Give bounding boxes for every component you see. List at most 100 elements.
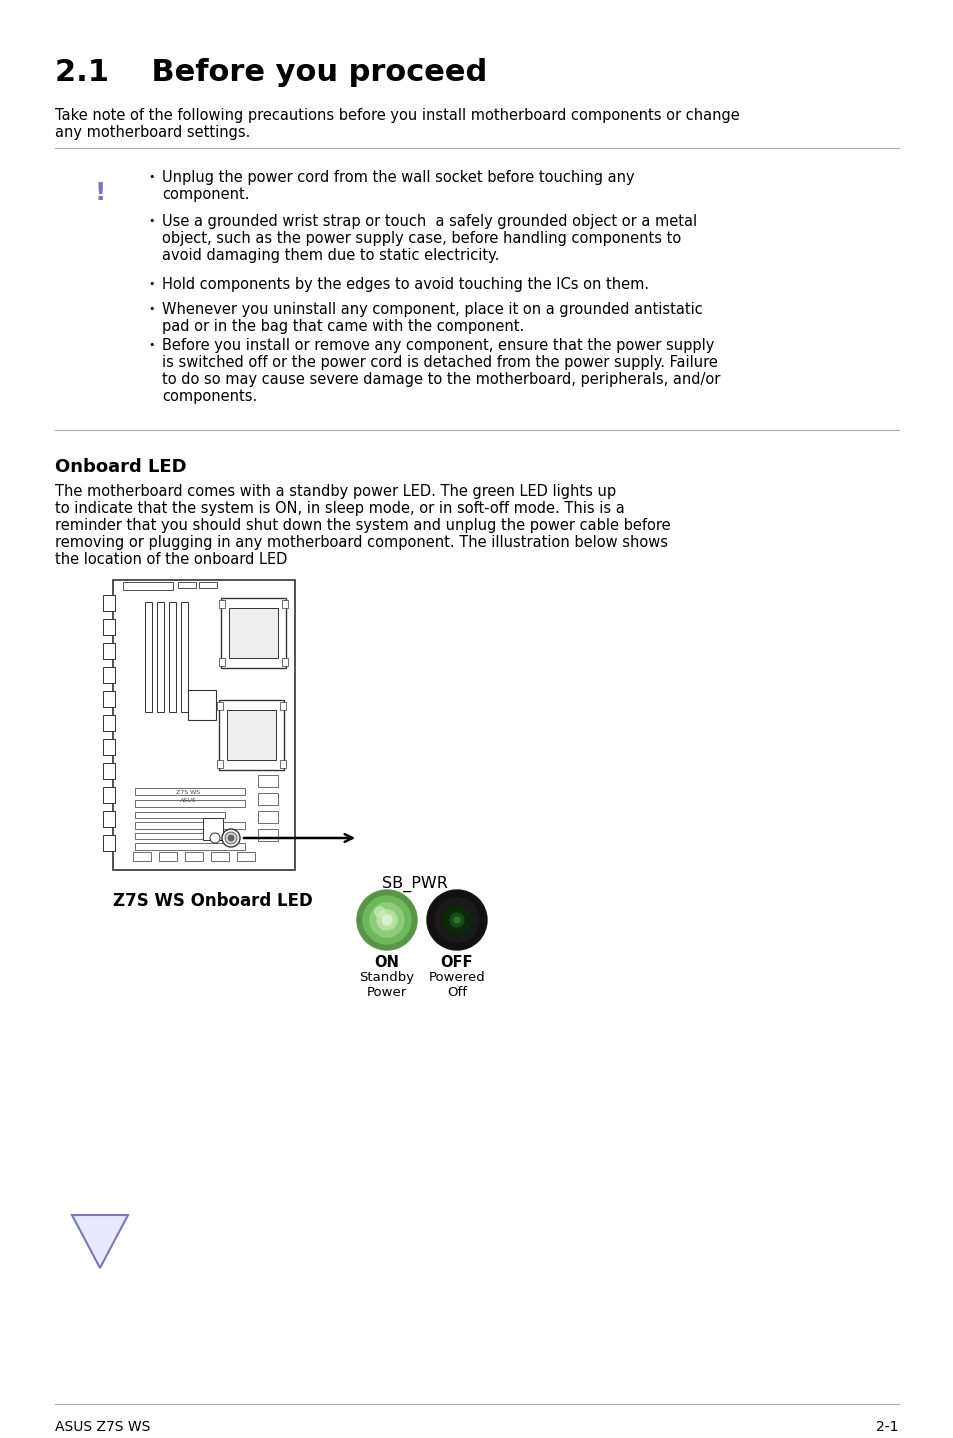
Circle shape bbox=[375, 907, 385, 917]
Text: The motherboard comes with a standby power LED. The green LED lights up: The motherboard comes with a standby pow… bbox=[55, 485, 616, 499]
Text: •: • bbox=[148, 279, 154, 289]
Bar bbox=[103, 787, 115, 802]
Text: reminder that you should shut down the system and unplug the power cable before: reminder that you should shut down the s… bbox=[55, 518, 670, 533]
Text: •: • bbox=[148, 339, 154, 349]
Text: any motherboard settings.: any motherboard settings. bbox=[55, 125, 250, 139]
Bar bbox=[169, 603, 175, 712]
Bar bbox=[132, 851, 151, 861]
Bar bbox=[181, 603, 188, 712]
Bar bbox=[219, 600, 225, 608]
Text: •: • bbox=[148, 216, 154, 226]
Bar bbox=[229, 608, 277, 659]
Circle shape bbox=[370, 903, 403, 938]
Bar bbox=[282, 600, 288, 608]
Bar bbox=[188, 690, 215, 720]
Text: Powered
Off: Powered Off bbox=[428, 971, 485, 999]
Bar bbox=[216, 702, 223, 710]
Text: Hold components by the edges to avoid touching the ICs on them.: Hold components by the edges to avoid to… bbox=[162, 278, 648, 292]
Bar bbox=[185, 851, 203, 861]
Bar bbox=[236, 851, 254, 861]
Bar bbox=[123, 582, 172, 590]
Bar bbox=[159, 851, 177, 861]
Bar bbox=[211, 851, 229, 861]
Text: Unplug the power cord from the wall socket before touching any: Unplug the power cord from the wall sock… bbox=[162, 170, 634, 186]
Circle shape bbox=[381, 915, 392, 925]
Circle shape bbox=[454, 917, 459, 923]
Text: Take note of the following precautions before you install motherboard components: Take note of the following precautions b… bbox=[55, 108, 739, 124]
Text: Onboard LED: Onboard LED bbox=[55, 457, 187, 476]
Bar bbox=[103, 739, 115, 755]
Bar bbox=[203, 818, 223, 840]
Text: Whenever you uninstall any component, place it on a grounded antistatic: Whenever you uninstall any component, pl… bbox=[162, 302, 702, 316]
Bar bbox=[135, 800, 245, 807]
Bar bbox=[103, 692, 115, 707]
Text: Standby
Power: Standby Power bbox=[359, 971, 415, 999]
Text: 2-1: 2-1 bbox=[876, 1419, 898, 1434]
Text: •: • bbox=[148, 173, 154, 183]
Bar bbox=[280, 702, 286, 710]
Text: avoid damaging them due to static electricity.: avoid damaging them due to static electr… bbox=[162, 247, 498, 263]
Circle shape bbox=[427, 890, 486, 951]
Bar bbox=[103, 595, 115, 611]
Circle shape bbox=[450, 913, 463, 928]
Text: pad or in the bag that came with the component.: pad or in the bag that came with the com… bbox=[162, 319, 524, 334]
Bar bbox=[103, 643, 115, 659]
Bar bbox=[103, 715, 115, 731]
Text: the location of the onboard LED: the location of the onboard LED bbox=[55, 552, 287, 567]
Text: OFF: OFF bbox=[440, 955, 473, 971]
Text: removing or plugging in any motherboard component. The illustration below shows: removing or plugging in any motherboard … bbox=[55, 535, 667, 549]
Text: •: • bbox=[148, 303, 154, 313]
Bar bbox=[103, 835, 115, 851]
Text: to do so may cause severe damage to the motherboard, peripherals, and/or: to do so may cause severe damage to the … bbox=[162, 372, 720, 387]
Bar bbox=[103, 618, 115, 636]
Bar bbox=[135, 833, 225, 838]
FancyArrowPatch shape bbox=[244, 834, 352, 841]
Circle shape bbox=[442, 906, 471, 935]
Circle shape bbox=[228, 835, 233, 841]
Text: Use a grounded wrist strap or touch  a safely grounded object or a metal: Use a grounded wrist strap or touch a sa… bbox=[162, 214, 697, 229]
Bar bbox=[257, 775, 277, 787]
Bar bbox=[135, 843, 245, 850]
Bar bbox=[257, 811, 277, 823]
Text: object, such as the power supply case, before handling components to: object, such as the power supply case, b… bbox=[162, 232, 680, 246]
Bar bbox=[103, 667, 115, 683]
Text: component.: component. bbox=[162, 187, 250, 201]
Circle shape bbox=[210, 833, 220, 843]
Bar bbox=[257, 828, 277, 841]
Circle shape bbox=[356, 890, 416, 951]
Text: !: ! bbox=[94, 181, 106, 206]
Circle shape bbox=[363, 896, 411, 943]
Bar bbox=[227, 710, 275, 761]
Circle shape bbox=[222, 828, 240, 847]
Bar bbox=[219, 700, 284, 769]
Text: Z7S WS Onboard LED: Z7S WS Onboard LED bbox=[112, 892, 313, 910]
Bar bbox=[178, 582, 195, 588]
Bar bbox=[135, 788, 245, 795]
Bar bbox=[199, 582, 216, 588]
Text: to indicate that the system is ON, in sleep mode, or in soft-off mode. This is a: to indicate that the system is ON, in sl… bbox=[55, 500, 624, 516]
Text: ASUS: ASUS bbox=[179, 798, 196, 802]
Bar bbox=[103, 764, 115, 779]
Bar bbox=[135, 823, 245, 828]
Bar bbox=[221, 598, 286, 669]
Circle shape bbox=[225, 833, 236, 844]
Bar bbox=[135, 812, 225, 818]
Text: SB_PWR: SB_PWR bbox=[381, 876, 448, 892]
Text: Z7S WS: Z7S WS bbox=[175, 789, 200, 795]
Bar bbox=[257, 792, 277, 805]
Text: Before you install or remove any component, ensure that the power supply: Before you install or remove any compone… bbox=[162, 338, 714, 352]
Bar bbox=[103, 811, 115, 827]
Text: ASUS Z7S WS: ASUS Z7S WS bbox=[55, 1419, 151, 1434]
Bar bbox=[145, 603, 152, 712]
Bar bbox=[282, 659, 288, 666]
Circle shape bbox=[435, 897, 478, 942]
Text: is switched off or the power cord is detached from the power supply. Failure: is switched off or the power cord is det… bbox=[162, 355, 717, 370]
Bar bbox=[280, 761, 286, 768]
Bar bbox=[157, 603, 164, 712]
Circle shape bbox=[376, 910, 396, 930]
Bar bbox=[219, 659, 225, 666]
Bar bbox=[112, 580, 294, 870]
Polygon shape bbox=[71, 1215, 128, 1268]
Text: 2.1    Before you proceed: 2.1 Before you proceed bbox=[55, 58, 487, 88]
Bar bbox=[216, 761, 223, 768]
